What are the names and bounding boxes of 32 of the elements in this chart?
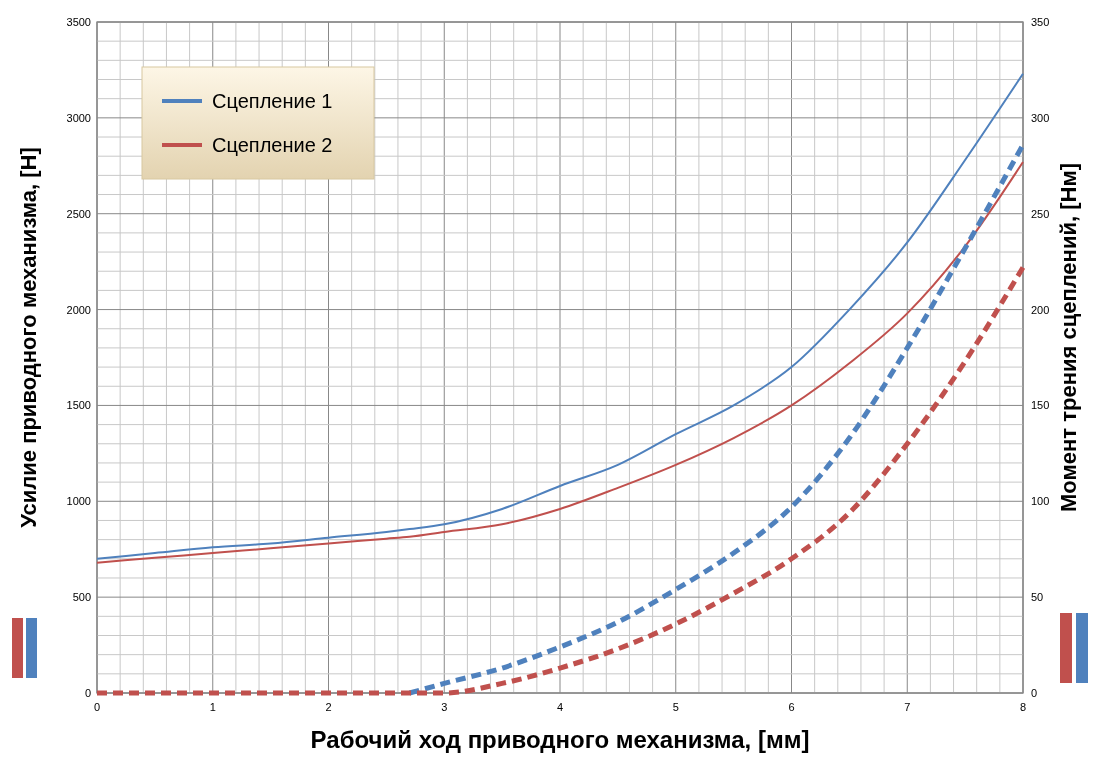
y2-tick-label: 350 xyxy=(1031,16,1050,28)
y-axis-title: Усилие приводного механизма, [Н] xyxy=(16,147,41,528)
y2-tick-label: 0 xyxy=(1031,687,1038,699)
line-series xyxy=(96,72,1024,560)
y-tick-label: 3000 xyxy=(66,111,91,124)
x-tick-label: 1 xyxy=(209,701,216,713)
x-tick-label: 0 xyxy=(93,701,101,713)
y2-tick-label: 300 xyxy=(1031,111,1050,124)
y-tick-label: 1000 xyxy=(66,495,91,508)
x-tick-label: 2 xyxy=(325,701,332,713)
y-tick-label: 3500 xyxy=(66,16,91,28)
y-tick-label: 0 xyxy=(84,687,91,699)
x-tick-label: 5 xyxy=(672,701,679,713)
x-tick-label: 3 xyxy=(441,701,448,713)
y-tick-label: 1500 xyxy=(66,399,91,412)
line-series xyxy=(96,160,1024,564)
x-tick-label: 6 xyxy=(788,701,795,713)
x-axis-title: Рабочий ход приводного механизма, [мм] xyxy=(310,726,810,753)
y-tick-label: 2000 xyxy=(66,303,91,316)
y-tick-label: 500 xyxy=(72,591,91,604)
legend-label: Сцепление 2 xyxy=(212,134,333,156)
legend-label: Сцепление 1 xyxy=(212,90,333,112)
y-tick-label: 2500 xyxy=(66,207,91,220)
y2-tick-label: 250 xyxy=(1031,207,1050,220)
y2-tick-label: 100 xyxy=(1031,495,1050,508)
y2-axis-title: Момент трения сцеплений, [Нм] xyxy=(1056,163,1081,512)
x-tick-label: 8 xyxy=(1019,701,1027,713)
y2-tick-label: 50 xyxy=(1031,591,1044,604)
y2-tick-label: 150 xyxy=(1031,399,1050,412)
x-tick-label: 7 xyxy=(904,701,911,713)
x-tick-label: 4 xyxy=(556,701,564,713)
y2-tick-label: 200 xyxy=(1031,303,1050,316)
